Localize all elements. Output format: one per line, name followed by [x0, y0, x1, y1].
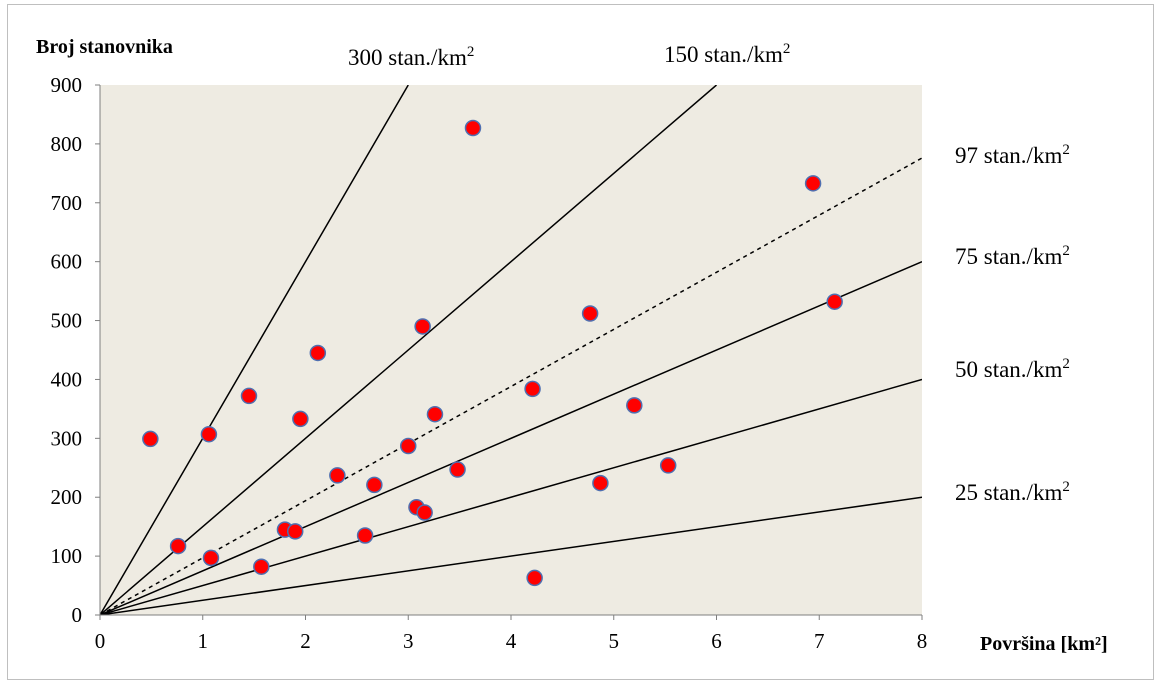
- data-point: [202, 549, 220, 567]
- y-tick-label: 700: [51, 191, 83, 215]
- y-tick-label: 900: [51, 73, 83, 97]
- x-axis-title: Površina [km²]: [980, 633, 1108, 655]
- data-point: [329, 467, 346, 484]
- x-tick-label: 5: [609, 629, 620, 653]
- reference-line-25: [100, 496, 922, 615]
- reference-lines: [100, 85, 922, 615]
- data-point: [253, 558, 270, 575]
- data-point: [416, 504, 433, 521]
- data-point: [592, 474, 609, 492]
- tick-labels: 0 100 200 300 400 500 600 700 800 900 0 1 2 3 4 5 6 7 8: [51, 73, 928, 653]
- x-tick-label: 8: [917, 629, 928, 653]
- data-point: [400, 437, 417, 455]
- data-point: [240, 387, 258, 405]
- y-axis-title: Broj stanovnika: [36, 36, 173, 58]
- data-point: [464, 119, 482, 137]
- data-point: [524, 380, 541, 398]
- data-point: [659, 457, 677, 474]
- y-tick-label: 600: [51, 250, 83, 274]
- data-point: [309, 344, 327, 362]
- y-tick-label: 200: [51, 485, 83, 509]
- reference-line-75: [100, 260, 922, 615]
- data-point: [200, 425, 218, 443]
- data-point: [826, 293, 843, 310]
- y-tick-label: 400: [51, 367, 83, 391]
- data-point: [626, 397, 643, 414]
- reference-label-150: 150 stan./km2: [664, 41, 790, 67]
- data-point: [169, 537, 187, 555]
- reference-line-50: [100, 378, 922, 615]
- data-point: [292, 410, 309, 428]
- data-points: [142, 119, 843, 587]
- data-point: [142, 430, 159, 448]
- reference-label-97: 97 stan./km2: [955, 142, 1070, 168]
- x-tick-label: 4: [506, 629, 517, 653]
- data-point: [526, 569, 543, 587]
- reference-label-300: 300 stan./km2: [348, 44, 474, 70]
- reference-label-25: 25 stan./km2: [955, 479, 1070, 505]
- data-point: [804, 175, 822, 192]
- x-tick-label: 1: [198, 629, 209, 653]
- y-tick-label: 0: [72, 603, 83, 627]
- y-tick-label: 300: [51, 426, 83, 450]
- x-tick-label: 2: [300, 629, 311, 653]
- plot-area: [100, 85, 922, 615]
- data-point: [581, 305, 599, 322]
- data-point: [426, 405, 444, 423]
- x-tick-label: 3: [403, 629, 414, 653]
- reference-line-300: [100, 85, 409, 615]
- data-point: [366, 476, 383, 494]
- data-point: [356, 527, 374, 544]
- y-tick-label: 100: [51, 544, 83, 568]
- reference-line-labels: 300 stan./km2 150 stan./km2 97 stan./km2 75…: [348, 41, 1070, 505]
- data-point: [449, 461, 466, 478]
- reference-label-75: 75 stan./km2: [955, 243, 1070, 269]
- data-point: [286, 523, 304, 540]
- data-point: [414, 318, 431, 335]
- x-tick-label: 6: [711, 629, 722, 653]
- y-tick-label: 800: [51, 132, 83, 156]
- x-tick-label: 7: [814, 629, 825, 653]
- y-tick-label: 500: [51, 309, 83, 333]
- x-tick-label: 0: [95, 629, 106, 653]
- reference-label-50: 50 stan./km2: [955, 356, 1070, 382]
- reference-line-150: [100, 85, 717, 615]
- axes: [95, 84, 923, 620]
